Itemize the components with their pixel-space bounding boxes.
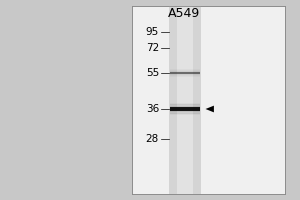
Bar [170, 69, 200, 70]
Bar [132, 6, 285, 194]
Bar [170, 72, 200, 73]
Bar [170, 113, 200, 114]
Text: 36: 36 [146, 104, 159, 114]
Bar [170, 109, 200, 110]
Bar [177, 6, 193, 194]
Polygon shape [206, 106, 214, 112]
Bar [170, 112, 200, 113]
Bar [170, 111, 200, 112]
Bar [170, 105, 200, 106]
Text: 72: 72 [146, 43, 159, 53]
Bar [170, 107, 200, 108]
Bar [170, 72, 200, 73]
Bar [170, 103, 200, 104]
Bar [170, 72, 200, 74]
Bar [170, 73, 200, 74]
Bar [170, 75, 200, 76]
Bar [170, 73, 200, 74]
Bar [170, 107, 200, 111]
Text: 28: 28 [146, 134, 159, 144]
Bar [170, 114, 200, 115]
Bar [170, 113, 200, 114]
Bar [169, 6, 201, 194]
Bar [170, 76, 200, 77]
Text: 95: 95 [146, 27, 159, 37]
Bar [170, 71, 200, 72]
Bar [170, 110, 200, 111]
Bar [170, 108, 200, 109]
Text: A549: A549 [168, 7, 201, 20]
Bar [170, 74, 200, 75]
Bar [170, 106, 200, 107]
Text: 55: 55 [146, 68, 159, 78]
Bar [170, 104, 200, 105]
Bar [170, 104, 200, 105]
Bar [170, 70, 200, 71]
